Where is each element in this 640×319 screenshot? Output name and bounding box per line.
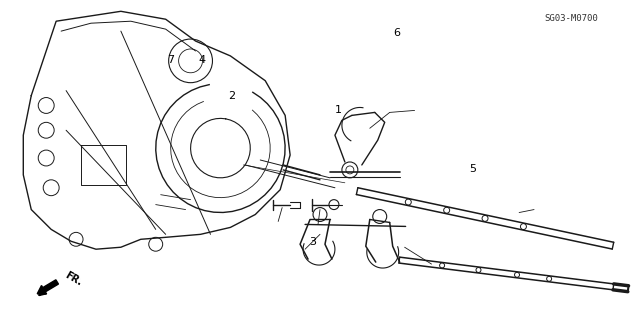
FancyArrow shape: [37, 280, 58, 294]
Text: SG03-M0700: SG03-M0700: [545, 14, 598, 23]
Text: 6: 6: [393, 28, 400, 38]
Text: 2: 2: [228, 91, 236, 101]
Text: 5: 5: [469, 164, 476, 174]
Text: 7: 7: [166, 55, 174, 65]
Text: 4: 4: [198, 55, 205, 65]
Text: 3: 3: [309, 237, 316, 247]
Text: FR.: FR.: [63, 270, 84, 288]
Text: 1: 1: [334, 106, 341, 115]
